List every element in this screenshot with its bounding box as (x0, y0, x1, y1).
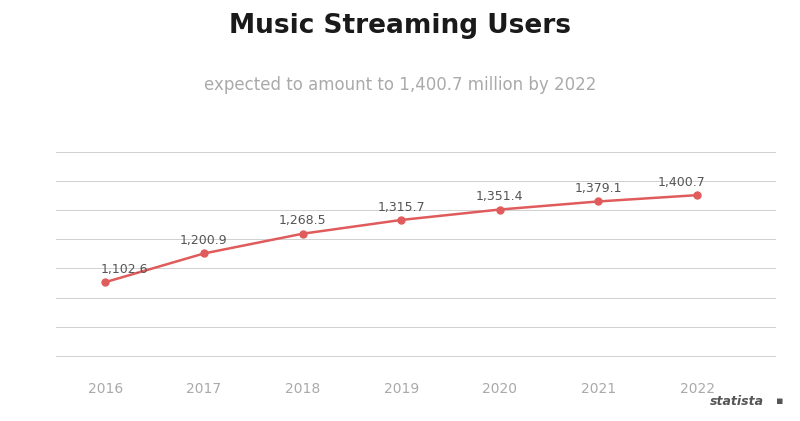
Text: ▪: ▪ (776, 396, 783, 406)
Text: 1,200.9: 1,200.9 (180, 234, 228, 247)
Text: 1,102.6: 1,102.6 (100, 263, 148, 276)
Text: Music Streaming Users: Music Streaming Users (229, 13, 571, 39)
Text: 1,315.7: 1,315.7 (378, 200, 425, 213)
Text: 1,400.7: 1,400.7 (658, 176, 705, 189)
Text: 1,268.5: 1,268.5 (278, 214, 326, 227)
Text: expected to amount to 1,400.7 million by 2022: expected to amount to 1,400.7 million by… (204, 76, 596, 94)
Text: 1,351.4: 1,351.4 (476, 190, 523, 203)
Text: statista: statista (710, 395, 764, 408)
Text: 1,379.1: 1,379.1 (574, 182, 622, 195)
